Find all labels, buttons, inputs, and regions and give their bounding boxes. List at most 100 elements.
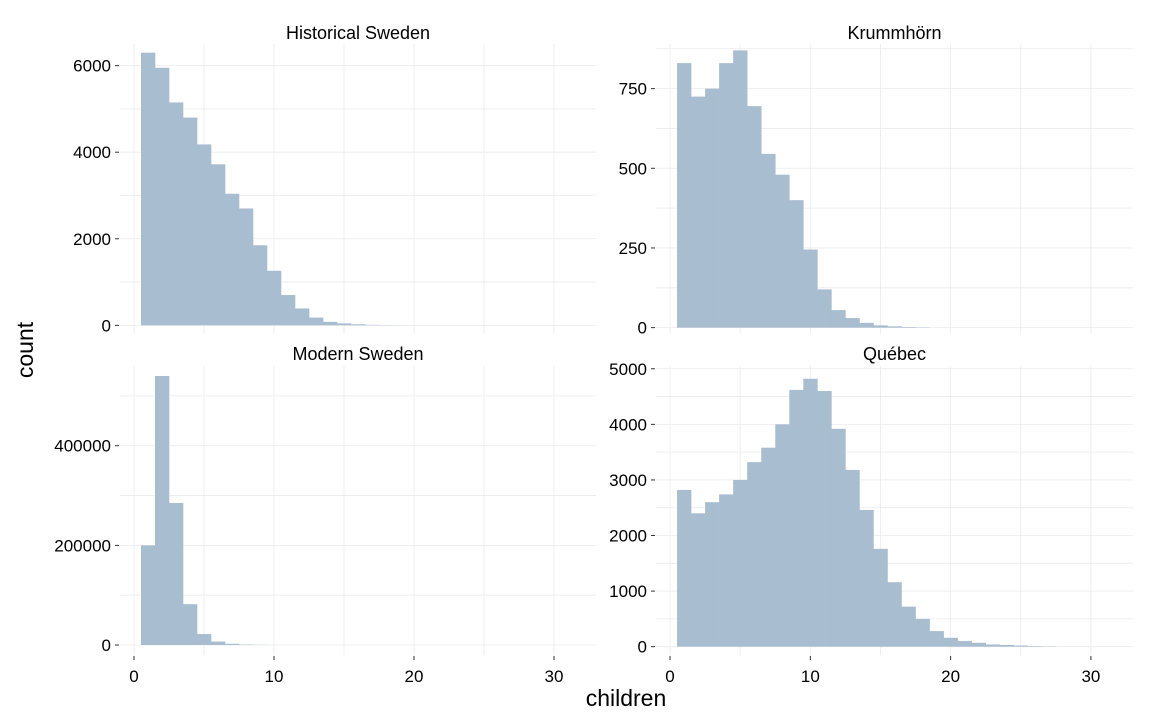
x-axis-title: children xyxy=(586,685,667,711)
histogram-bar xyxy=(323,321,338,326)
histogram-bar xyxy=(211,641,226,646)
histogram-bar xyxy=(817,391,832,647)
histogram-bar xyxy=(817,289,832,328)
histogram-bar xyxy=(719,63,734,328)
histogram-bar xyxy=(887,326,902,328)
histogram-bar xyxy=(747,462,762,647)
histogram-bar xyxy=(183,117,198,326)
y-tick-label: 2000 xyxy=(609,527,647,546)
y-tick-label: 4000 xyxy=(609,415,647,434)
panel-2: 0 250 500 750 Krummhörn xyxy=(619,23,1133,338)
histogram-bar xyxy=(733,50,748,328)
histogram-bar xyxy=(677,63,692,328)
panel-title: Historical Sweden xyxy=(286,23,430,43)
histogram-bar xyxy=(1013,645,1029,647)
histogram-bar xyxy=(873,548,888,647)
histogram-bar xyxy=(211,164,226,326)
histogram-bar xyxy=(225,643,240,646)
x-tick-label: 0 xyxy=(665,667,674,686)
histogram-bar xyxy=(365,324,380,326)
histogram-bar xyxy=(295,308,310,326)
histogram-bar xyxy=(155,375,170,646)
histogram-bar xyxy=(845,318,860,328)
histogram-bar xyxy=(803,249,818,328)
x-tick-label: 30 xyxy=(1081,667,1100,686)
histogram-bar xyxy=(141,545,156,646)
histogram-bar xyxy=(677,489,692,647)
histogram-bar xyxy=(281,295,296,326)
histogram-bar xyxy=(789,200,804,328)
x-tick-label: 30 xyxy=(545,667,564,686)
panel-1: 0 2000 4000 6000 Historical Sweden xyxy=(73,23,596,335)
histogram-bar xyxy=(691,96,706,328)
histogram-bar xyxy=(761,447,776,647)
panel-title: Modern Sweden xyxy=(292,344,423,364)
histogram-bar xyxy=(929,631,944,647)
histogram-bar xyxy=(141,52,156,326)
y-axis-title: count xyxy=(12,321,38,378)
y-tick-label: 400000 xyxy=(54,437,111,456)
y-tick-label: 200000 xyxy=(54,536,111,555)
y-tick-label: 0 xyxy=(638,638,647,657)
histogram-bar xyxy=(337,323,352,326)
histogram-bar xyxy=(901,606,916,647)
x-tick-label: 20 xyxy=(941,667,960,686)
y-tick-label: 5000 xyxy=(609,360,647,379)
x-tick-label: 0 xyxy=(129,667,138,686)
histogram-bar xyxy=(351,324,366,326)
histogram-bar xyxy=(761,153,776,328)
panel-title: Krummhörn xyxy=(847,23,941,43)
histogram-bar xyxy=(859,509,874,647)
histogram-bar xyxy=(169,503,184,646)
histogram-bar xyxy=(705,502,720,647)
x-tick-label: 10 xyxy=(801,667,820,686)
histogram-bar xyxy=(831,428,846,647)
histogram-bar xyxy=(971,642,986,647)
histogram-bar xyxy=(197,634,212,646)
histogram-bar xyxy=(901,326,916,328)
histogram-bar xyxy=(705,88,720,328)
histogram-bar xyxy=(155,67,170,326)
panel-3: 0 200000 400000 0 10 20 30 Modern Sweden xyxy=(54,344,596,686)
panel-title: Québec xyxy=(863,344,926,364)
histogram-bar xyxy=(309,317,324,326)
histogram-bar xyxy=(845,469,860,647)
y-tick-label: 0 xyxy=(638,319,647,338)
histogram-bar xyxy=(803,378,818,647)
histogram-bar xyxy=(999,644,1015,647)
histogram-bar xyxy=(789,389,804,647)
y-tick-label: 3000 xyxy=(609,471,647,490)
y-tick-label: 2000 xyxy=(73,230,111,249)
histogram-bar xyxy=(775,424,790,647)
y-tick-label: 0 xyxy=(102,636,111,655)
histogram-bar xyxy=(267,270,282,326)
histogram-bar xyxy=(957,641,972,647)
histogram-bar xyxy=(887,582,902,647)
histogram-bar xyxy=(719,494,734,647)
histogram-bar xyxy=(747,106,762,328)
histogram-bar xyxy=(1027,646,1043,647)
histogram-bar xyxy=(225,193,240,326)
x-tick-label: 20 xyxy=(405,667,424,686)
histogram-bar xyxy=(831,310,846,328)
histogram-bar xyxy=(985,644,1001,647)
histogram-bar xyxy=(859,322,874,328)
y-tick-label: 500 xyxy=(619,159,647,178)
histogram-bar xyxy=(239,208,254,326)
histogram-bar xyxy=(253,245,268,326)
y-tick-label: 750 xyxy=(619,80,647,99)
x-tick-label: 10 xyxy=(265,667,284,686)
y-tick-label: 6000 xyxy=(73,57,111,76)
y-tick-label: 1000 xyxy=(609,582,647,601)
y-tick-label: 4000 xyxy=(73,143,111,162)
histogram-bar xyxy=(169,102,184,326)
panel-4: 0 1000 2000 3000 4000 5000 0 10 20 30 Québec xyxy=(609,344,1133,686)
histogram-bar xyxy=(915,618,930,647)
y-tick-label: 0 xyxy=(102,316,111,335)
histogram-bar xyxy=(775,174,790,328)
histogram-bar xyxy=(183,604,198,646)
histogram-bar xyxy=(943,637,958,647)
histogram-bar xyxy=(691,513,706,647)
y-tick-label: 250 xyxy=(619,239,647,258)
